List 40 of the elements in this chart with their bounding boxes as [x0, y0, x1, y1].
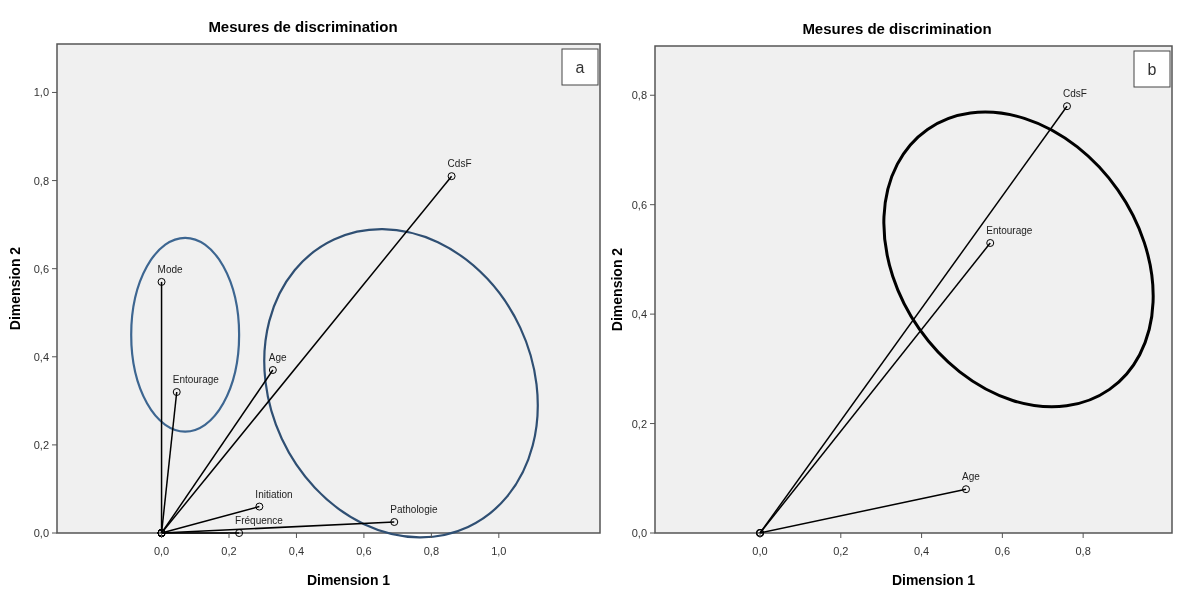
- series-label: CdsF: [1062, 88, 1087, 100]
- x-tick-label: 0,8: [423, 545, 440, 557]
- y-tick-label: 0,2: [631, 417, 647, 430]
- x-tick-label: 0,0: [752, 545, 768, 557]
- series-label: Fréquence: [235, 515, 284, 526]
- series-label: Pathologie: [390, 503, 438, 515]
- y-tick-label: 1,0: [33, 86, 49, 99]
- y-tick-label: 0,0: [33, 527, 49, 539]
- x-tick-label: 0,4: [913, 545, 930, 557]
- x-tick-label: 0,0: [153, 545, 170, 557]
- chart-title: Mesures de discrimination: [802, 20, 992, 37]
- x-tick-label: 0,2: [833, 545, 849, 557]
- x-tick-label: 1,0: [491, 545, 507, 557]
- y-tick-label: 0,8: [631, 89, 647, 102]
- y-tick-label: 0,8: [33, 174, 49, 187]
- y-tick-label: 0,0: [631, 527, 647, 539]
- annotation: a: [575, 59, 585, 76]
- y-axis-title: Dimension 2: [609, 247, 625, 332]
- x-axis-title: Dimension 1: [891, 572, 976, 588]
- y-tick-label: 0,2: [33, 438, 49, 451]
- x-axis-title: Dimension 1: [306, 572, 391, 588]
- annotation: b: [1147, 61, 1157, 78]
- series-label: CdsF: [447, 158, 472, 170]
- x-tick-label: 0,6: [356, 545, 372, 557]
- x-tick-label: 0,2: [221, 545, 237, 557]
- y-axis-title: Dimension 2: [7, 246, 23, 331]
- series-label: Age: [268, 352, 288, 363]
- x-tick-label: 0,6: [994, 545, 1011, 557]
- x-tick-label: 0,8: [1075, 545, 1091, 557]
- series-label: Mode: [157, 263, 184, 275]
- y-tick-label: 0,6: [631, 198, 647, 211]
- y-tick-label: 0,4: [33, 350, 49, 363]
- y-tick-label: 0,4: [631, 308, 647, 321]
- series-label: Initiation: [255, 488, 293, 500]
- series-label: Age: [962, 471, 981, 483]
- y-tick-label: 0,6: [33, 262, 49, 275]
- series-label: Entourage: [986, 224, 1033, 236]
- series-label: Entourage: [172, 374, 220, 386]
- x-tick-label: 0,4: [288, 545, 305, 557]
- chart-title: Mesures de discrimination: [208, 18, 398, 35]
